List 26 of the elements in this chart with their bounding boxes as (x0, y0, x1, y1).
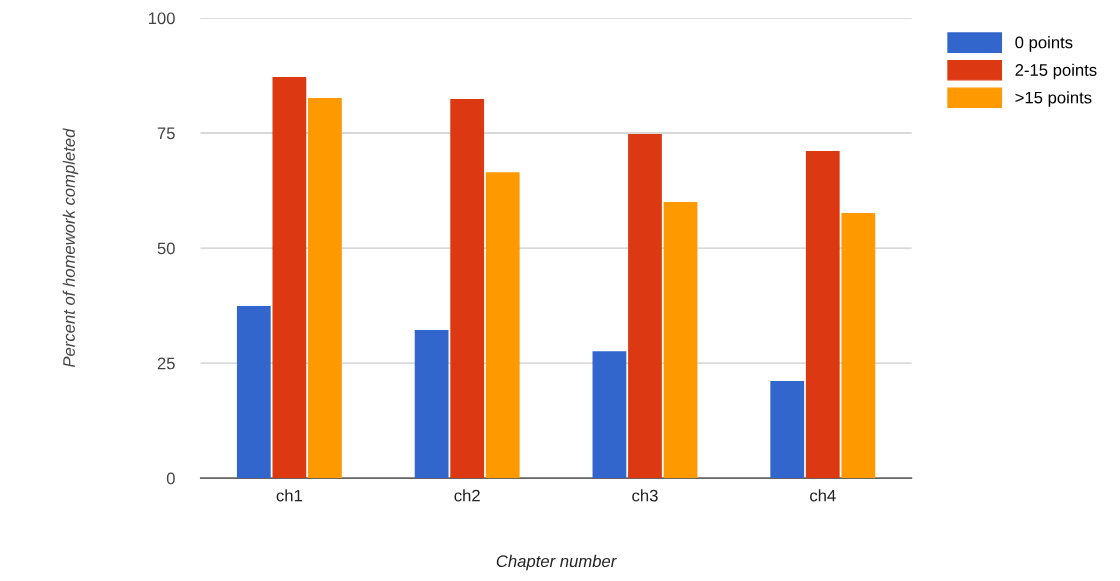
y-tick-label: 0 (166, 472, 175, 485)
y-tick-label: 100 (148, 12, 175, 25)
x-tick-label: ch4 (810, 489, 836, 502)
bar (663, 202, 698, 479)
bar (770, 381, 805, 479)
y-tick-label: 50 (157, 242, 175, 255)
legend-label: >15 points (1015, 91, 1092, 107)
y-tick-label: 75 (157, 127, 175, 140)
bar (308, 98, 342, 479)
bar (592, 351, 627, 479)
x-tick-label: ch2 (454, 489, 480, 502)
x-tick-label: ch1 (276, 489, 302, 502)
x-axis-title: Chapter number (496, 554, 617, 571)
bar (450, 99, 485, 479)
bar (841, 213, 876, 479)
bar (628, 133, 662, 479)
y-axis-title: Percent of homework completed (62, 128, 79, 368)
x-tick-label: ch3 (632, 489, 658, 502)
bar (805, 150, 840, 479)
y-tick-label: 25 (157, 357, 175, 370)
legend-label: 0 points (1015, 36, 1073, 52)
bar (236, 306, 271, 479)
bar (414, 329, 449, 479)
bar (272, 76, 307, 479)
legend-label: 2-15 points (1015, 63, 1097, 80)
bar (485, 172, 520, 479)
